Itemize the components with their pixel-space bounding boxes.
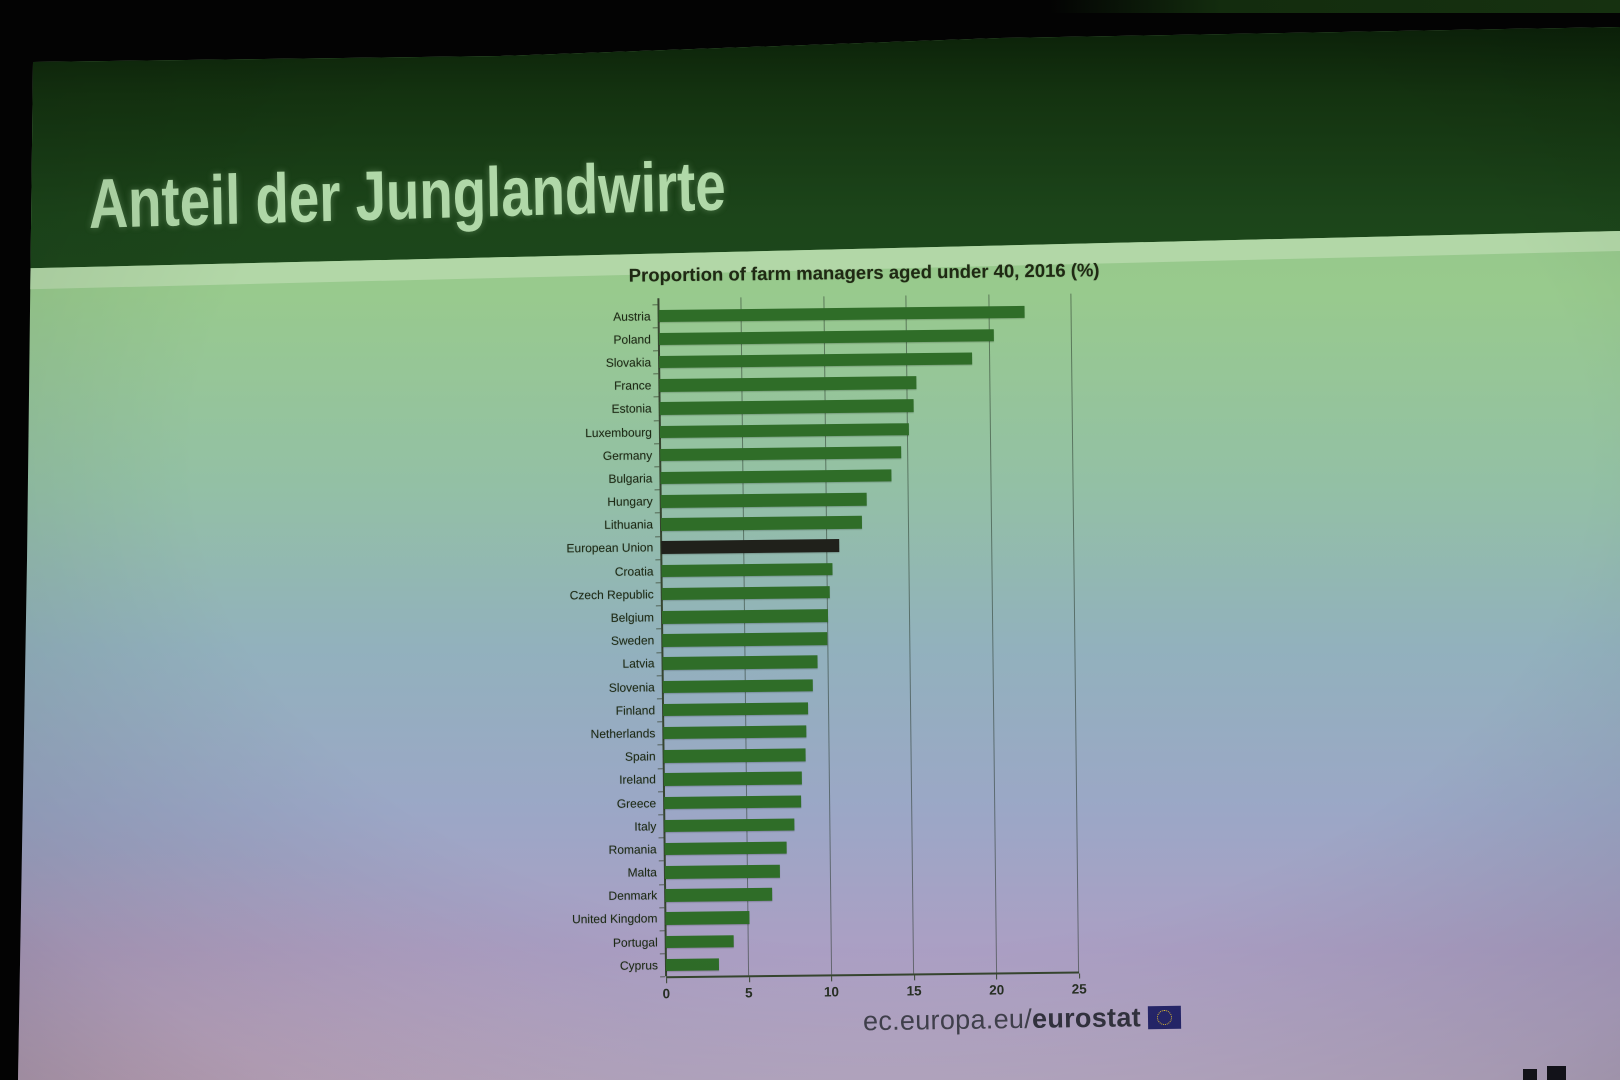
category-label: Lithuania [604, 517, 654, 533]
category-label: Portugal [612, 934, 658, 950]
category-label: Poland [613, 332, 651, 347]
bar [664, 818, 795, 833]
category-label: Hungary [607, 494, 653, 509]
x-tick-label: 20 [989, 982, 1005, 999]
x-tick [913, 975, 915, 981]
category-label: France [613, 378, 652, 393]
x-tick-label: 10 [823, 984, 840, 1000]
category-label: Ireland [619, 772, 656, 788]
eu-stars-icon [1156, 1009, 1173, 1026]
category-label: Sweden [610, 633, 655, 649]
category-label: Estonia [611, 401, 652, 417]
x-tick [831, 976, 833, 982]
x-tick [748, 977, 750, 983]
bar [665, 934, 734, 949]
category-label: Austria [613, 308, 651, 324]
category-label: Latvia [622, 656, 655, 672]
footer: ec.europa.eu/eurostat [863, 1002, 1182, 1037]
bar [664, 794, 801, 810]
bar [663, 748, 806, 763]
header-band [18, 27, 1620, 269]
bar [662, 655, 818, 670]
bar [661, 585, 830, 601]
screen-top-sliver [1050, 0, 1620, 13]
category-label: Spain [624, 749, 656, 764]
footer-url: ec.europa.eu/eurostat [863, 1002, 1141, 1037]
category-label: Czech Republic [569, 587, 654, 603]
bar [662, 632, 828, 647]
category-label: Romania [608, 842, 657, 857]
category-label: Denmark [608, 888, 658, 904]
bar [665, 888, 773, 902]
bar [659, 399, 914, 415]
category-label: Italy [634, 819, 657, 834]
x-tick-label: 25 [1071, 981, 1087, 998]
x-tick-label: 15 [906, 983, 922, 999]
category-label: Slovenia [608, 679, 655, 695]
bar [664, 864, 781, 879]
bar [660, 516, 863, 531]
category-label: Malta [627, 865, 657, 880]
category-label: Belgium [610, 610, 655, 625]
bar [659, 376, 917, 392]
bar [661, 539, 840, 554]
x-tick-label: 0 [662, 986, 671, 1002]
category-label: United Kingdom [571, 911, 658, 927]
bar [665, 911, 750, 925]
category-label: Greece [616, 795, 657, 811]
bottom-right-mark [1547, 1066, 1566, 1080]
plot-area: Austria Poland Slovakia France Estonia Luxemb… [540, 293, 1188, 978]
footer-url-prefix: ec.europa.eu/ [862, 1003, 1033, 1037]
category-label: Bulgaria [608, 471, 653, 486]
category-label: Luxembourg [585, 424, 652, 440]
category-label: Cyprus [619, 958, 659, 973]
bar [660, 492, 867, 508]
bar-chart: Proportion of farm managers aged under 4… [540, 258, 1188, 1008]
plot-rows: Austria Poland Slovakia France Estonia Luxemb… [540, 298, 1188, 978]
category-label: Croatia [614, 564, 654, 579]
eu-flag-icon [1147, 1005, 1182, 1030]
x-axis: 0 5 10 15 20 25 [662, 971, 1087, 1007]
footer-url-bold: eurostat [1031, 1002, 1142, 1034]
x-tick [666, 978, 668, 984]
bar [659, 352, 973, 369]
bar [665, 958, 719, 972]
category-label: Netherlands [590, 726, 656, 742]
bar [659, 422, 909, 439]
x-tick [1079, 973, 1081, 979]
bar [661, 609, 829, 624]
bottom-right-mark [1523, 1069, 1537, 1080]
bar [660, 446, 901, 462]
category-label: Slovakia [605, 355, 652, 370]
bar [658, 329, 994, 346]
x-tick-label: 5 [745, 985, 753, 1001]
bar [662, 678, 813, 694]
bar [664, 841, 787, 856]
bar [661, 562, 833, 578]
x-tick [996, 974, 998, 980]
bar [662, 702, 809, 717]
bar [663, 771, 803, 786]
bar [658, 305, 1025, 323]
category-label: European Union [566, 540, 654, 556]
category-label: Finland [615, 703, 656, 718]
bar [663, 725, 807, 740]
bar [660, 469, 892, 485]
category-label: Germany [602, 448, 653, 463]
